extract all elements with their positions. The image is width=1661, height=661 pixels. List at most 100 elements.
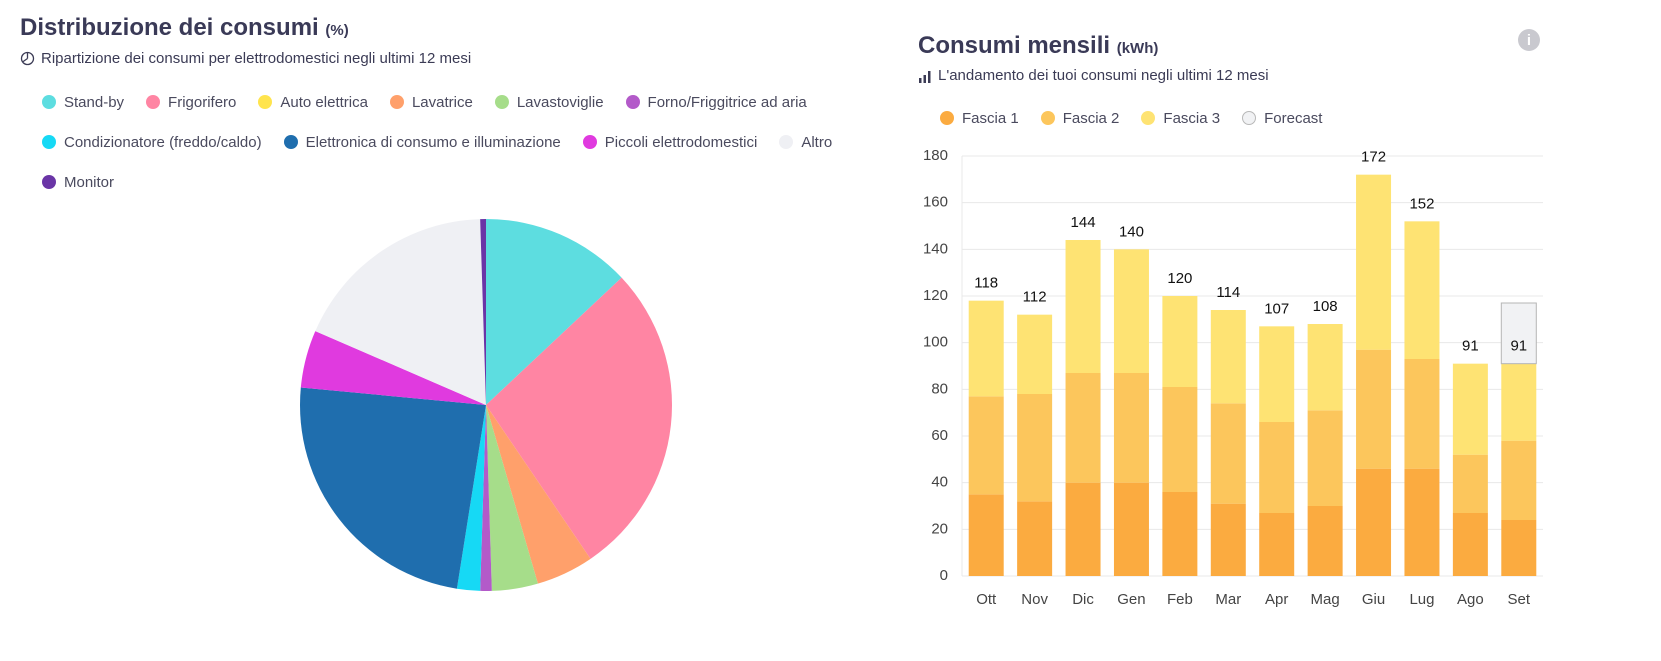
pie-slice	[486, 405, 591, 584]
legend-item[interactable]: Piccoli elettrodomestici	[582, 122, 758, 162]
x-tick-label: Lug	[1409, 591, 1434, 608]
legend-item[interactable]: Lavastoviglie	[494, 82, 604, 122]
legend-label: Forno/Friggitrice ad aria	[647, 93, 807, 111]
legend-item[interactable]: Stand-by	[42, 82, 124, 122]
total-label: 112	[1023, 289, 1047, 306]
bar-segment	[1404, 468, 1440, 576]
legend-item[interactable]: Altro	[779, 122, 832, 162]
legend-swatch	[389, 95, 404, 109]
pie-subtitle: Ripartizione dei consumi per elettrodome…	[41, 50, 472, 67]
legend-label: Frigorifero	[168, 93, 237, 111]
legend-label: Monitor	[64, 173, 115, 191]
legend-item[interactable]: Auto elettrica	[258, 82, 368, 122]
legend-swatch	[582, 135, 597, 149]
bar-segment	[1259, 326, 1295, 422]
bar-segment	[1307, 324, 1343, 411]
y-tick-label: 180	[923, 147, 948, 164]
x-tick-label: Ott	[976, 591, 997, 608]
legend-swatch	[1141, 111, 1156, 125]
bar-segment	[1017, 394, 1053, 502]
pie-slice	[486, 277, 672, 559]
legend-swatch	[940, 111, 954, 125]
x-tick-label: Feb	[1167, 591, 1193, 608]
legend-swatch	[42, 175, 56, 189]
bar-segment	[1501, 520, 1537, 576]
bar-segment	[1307, 410, 1343, 506]
total-label: 120	[1167, 270, 1192, 287]
legend-swatch	[42, 135, 56, 149]
pie-slice	[315, 219, 486, 405]
bar-icon	[919, 70, 931, 83]
legend-swatch	[1242, 111, 1257, 125]
legend-swatch	[146, 95, 161, 109]
legend-label: Lavastoviglie	[516, 93, 604, 111]
x-tick-label: Set	[1508, 591, 1531, 608]
x-tick-label: Mag	[1311, 591, 1340, 608]
bar-subtitle-row: L'andamento dei tuoi consumi negli ultim…	[918, 67, 1269, 84]
legend-label: Fascia 3	[1163, 109, 1221, 127]
legend-label: Stand-by	[64, 93, 125, 111]
bar-segment	[1065, 482, 1101, 576]
pie-slice	[300, 331, 486, 405]
bar-segment	[968, 396, 1004, 495]
bar-segment	[1162, 492, 1198, 576]
legend-swatch	[625, 95, 640, 109]
y-tick-label: 40	[931, 474, 948, 491]
pie-slice	[486, 405, 538, 591]
legend-swatch	[42, 95, 56, 109]
legend-label: Condizionatore (freddo/caldo)	[64, 133, 262, 151]
bar-segment	[1404, 359, 1440, 469]
bar-segment	[1210, 403, 1246, 504]
pie-slice	[480, 219, 486, 405]
y-tick-label: 0	[940, 567, 948, 584]
legend-item[interactable]: Lavatrice	[389, 82, 473, 122]
total-label: 114	[1216, 284, 1240, 301]
total-label: 172	[1361, 149, 1386, 166]
bar-segment	[1356, 174, 1392, 350]
total-label: 107	[1264, 300, 1289, 317]
bar-segment	[1113, 373, 1149, 483]
bar-legend: Fascia 1 Fascia 2 Fascia 3 Forecast	[940, 98, 1540, 138]
bar-segment	[1210, 310, 1246, 404]
legend-label: Piccoli elettrodomestici	[604, 133, 758, 151]
total-label: 152	[1409, 195, 1434, 212]
pie-slice	[480, 405, 492, 591]
y-tick-label: 100	[923, 334, 948, 351]
total-label: 91	[1462, 338, 1479, 355]
bar-segment	[1113, 482, 1149, 576]
legend-label: Fascia 1	[962, 109, 1019, 127]
pie-slice	[456, 405, 486, 591]
y-tick-label: 60	[931, 427, 948, 444]
legend-item[interactable]: Monitor	[42, 162, 114, 202]
legend-item[interactable]: Frigorifero	[146, 82, 236, 122]
x-tick-label: Ago	[1457, 591, 1484, 608]
bar-segment	[1113, 249, 1149, 373]
bar-segment	[1017, 501, 1053, 576]
x-tick-label: Nov	[1021, 591, 1048, 608]
legend-item[interactable]: Forno/Friggitrice ad aria	[625, 82, 807, 122]
legend-label: Lavatrice	[411, 93, 473, 111]
x-tick-label: Gen	[1117, 591, 1145, 608]
bar-segment	[1501, 440, 1537, 520]
pie-unit: (%)	[325, 22, 349, 39]
bar-segment	[1356, 349, 1392, 469]
bar-segment	[968, 494, 1004, 576]
bar-segment	[1500, 302, 1537, 365]
bar-segment	[1452, 363, 1488, 455]
legend-item[interactable]: Fascia 3	[1141, 98, 1220, 138]
info-icon[interactable]	[1518, 29, 1540, 51]
legend-item[interactable]: Condizionatore (freddo/caldo)	[42, 122, 262, 162]
bar-segment	[1307, 506, 1343, 576]
legend-item[interactable]: Elettronica di consumo e illuminazione	[283, 122, 561, 162]
bar-segment	[1017, 314, 1053, 394]
legend-swatch	[1040, 111, 1055, 125]
legend-item[interactable]: Fascia 2	[1040, 98, 1119, 138]
total-label: 91	[1510, 338, 1527, 355]
legend-item[interactable]: Fascia 1	[940, 98, 1019, 138]
y-tick-label: 80	[931, 380, 948, 397]
bar-segment	[1404, 221, 1440, 359]
bar-segment	[1501, 363, 1537, 441]
legend-label: Auto elettrica	[280, 93, 368, 111]
legend-item[interactable]: Forecast	[1242, 98, 1322, 138]
